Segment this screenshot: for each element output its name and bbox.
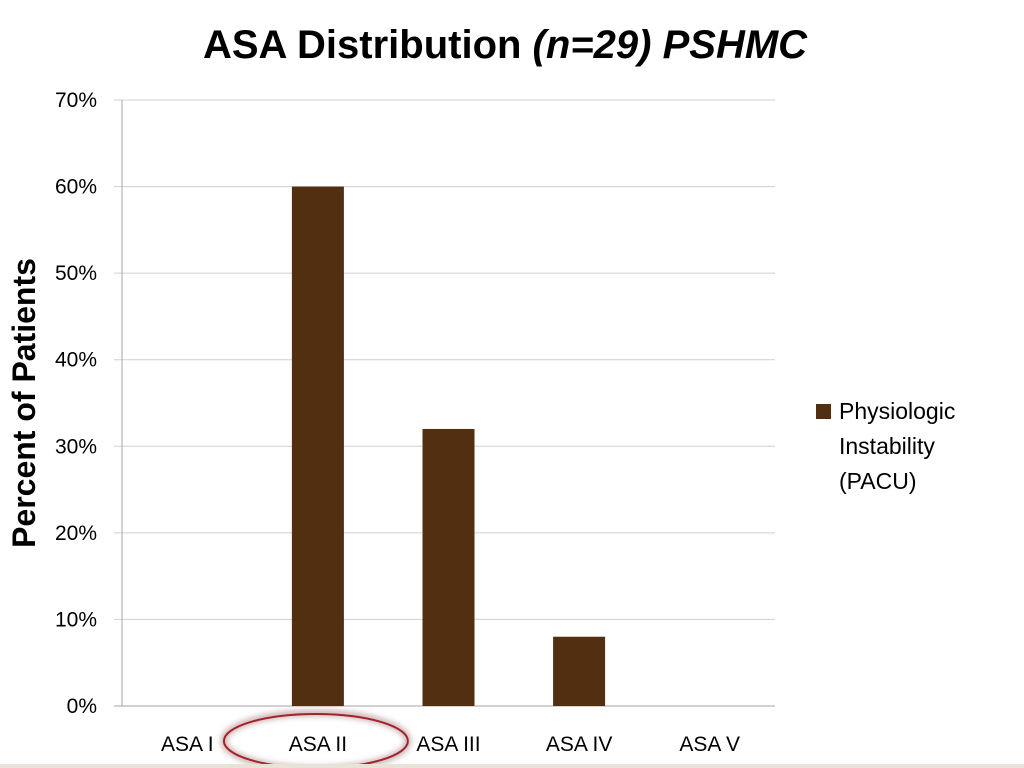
y-tick-labels: 0% 10% 20% 30% 40% 50% 60% 70% <box>55 89 97 718</box>
y-tick-label: 20% <box>55 522 97 545</box>
chart-title-main: ASA Distribution <box>203 23 533 67</box>
chart-title: ASA Distribution (n=29) PSHMC <box>203 23 808 67</box>
x-tick-label: ASA III <box>416 733 480 756</box>
bar <box>553 636 606 706</box>
x-tick-label: ASA IV <box>546 733 613 756</box>
y-tick-label: 10% <box>55 608 97 631</box>
y-tick-label: 60% <box>55 176 97 199</box>
y-tick-label: 70% <box>55 89 97 112</box>
legend-label: Physiologic Instability (PACU) <box>839 398 962 494</box>
highlight-ellipse <box>222 713 409 768</box>
bar <box>422 428 475 706</box>
highlight-circle <box>220 710 411 768</box>
x-tick-labels: ASA I ASA II ASA III ASA IV ASA V <box>161 733 740 756</box>
y-tick-label: 40% <box>55 349 97 372</box>
legend: Physiologic Instability (PACU) <box>816 398 962 494</box>
y-tick-label: 30% <box>55 435 97 458</box>
y-tick-label: 0% <box>67 695 97 718</box>
bottom-strip <box>0 764 1024 768</box>
bar <box>291 186 344 707</box>
x-tick-label: ASA II <box>289 733 347 756</box>
x-tick-label: ASA V <box>679 733 740 756</box>
y-tick-label: 50% <box>55 262 97 285</box>
chart-title-site: PSHMC <box>651 23 808 67</box>
legend-line-2: Instability <box>839 433 935 459</box>
legend-line-1: Physiologic <box>839 398 955 424</box>
y-axis-label: Percent of Patients <box>6 258 42 548</box>
x-tick-label: ASA I <box>161 733 214 756</box>
bars <box>291 186 606 707</box>
legend-line-3: (PACU) <box>839 468 917 494</box>
legend-swatch <box>816 404 831 419</box>
chart-title-n: (n=29) <box>533 23 652 67</box>
